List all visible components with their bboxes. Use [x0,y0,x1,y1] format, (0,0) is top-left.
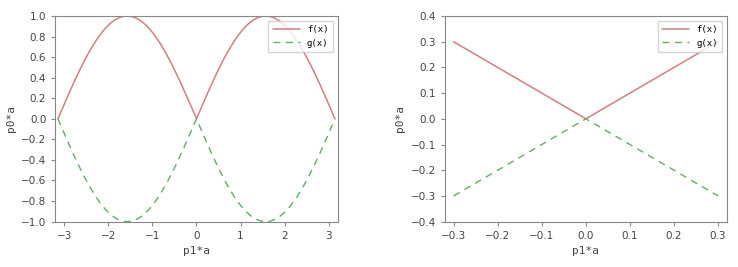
f(x) [102,26,111,29]
Y-axis label: p0*a: p0*a [395,105,405,132]
f(x) [325,105,334,108]
f(x) [160,49,169,52]
Line: f(x): f(x) [454,42,718,119]
g(x) [551,135,559,138]
Y-axis label: p0*a: p0*a [5,105,15,132]
f(x) [53,117,62,120]
g(x) [331,117,339,120]
f(x) [551,99,559,103]
f(x) [708,43,717,46]
f(x) [172,72,181,75]
g(x) [172,163,181,166]
Line: g(x): g(x) [454,119,718,196]
g(x) [562,128,571,132]
f(x) [680,60,689,63]
f(x) [295,44,304,47]
Legend: f(x), g(x): f(x), g(x) [268,21,333,52]
g(x) [102,208,111,211]
g(x) [123,220,131,223]
g(x) [53,117,62,120]
g(x) [85,185,94,188]
f(x) [479,58,488,61]
Legend: f(x), g(x): f(x), g(x) [658,21,723,52]
f(x) [714,40,723,43]
g(x) [479,177,488,180]
f(x) [495,67,504,70]
g(x) [325,130,334,133]
f(x) [331,117,339,120]
Line: g(x): g(x) [58,119,335,222]
g(x) [160,186,169,189]
g(x) [495,168,504,171]
f(x) [449,40,458,43]
g(x) [708,191,717,195]
g(x) [449,194,458,198]
f(x) [582,117,590,120]
g(x) [295,191,304,194]
X-axis label: p1*a: p1*a [183,246,210,256]
f(x) [123,14,131,18]
X-axis label: p1*a: p1*a [573,246,599,256]
Line: f(x): f(x) [58,16,335,119]
f(x) [85,50,94,53]
g(x) [680,175,689,178]
g(x) [582,117,590,120]
f(x) [562,106,571,109]
g(x) [714,194,723,198]
